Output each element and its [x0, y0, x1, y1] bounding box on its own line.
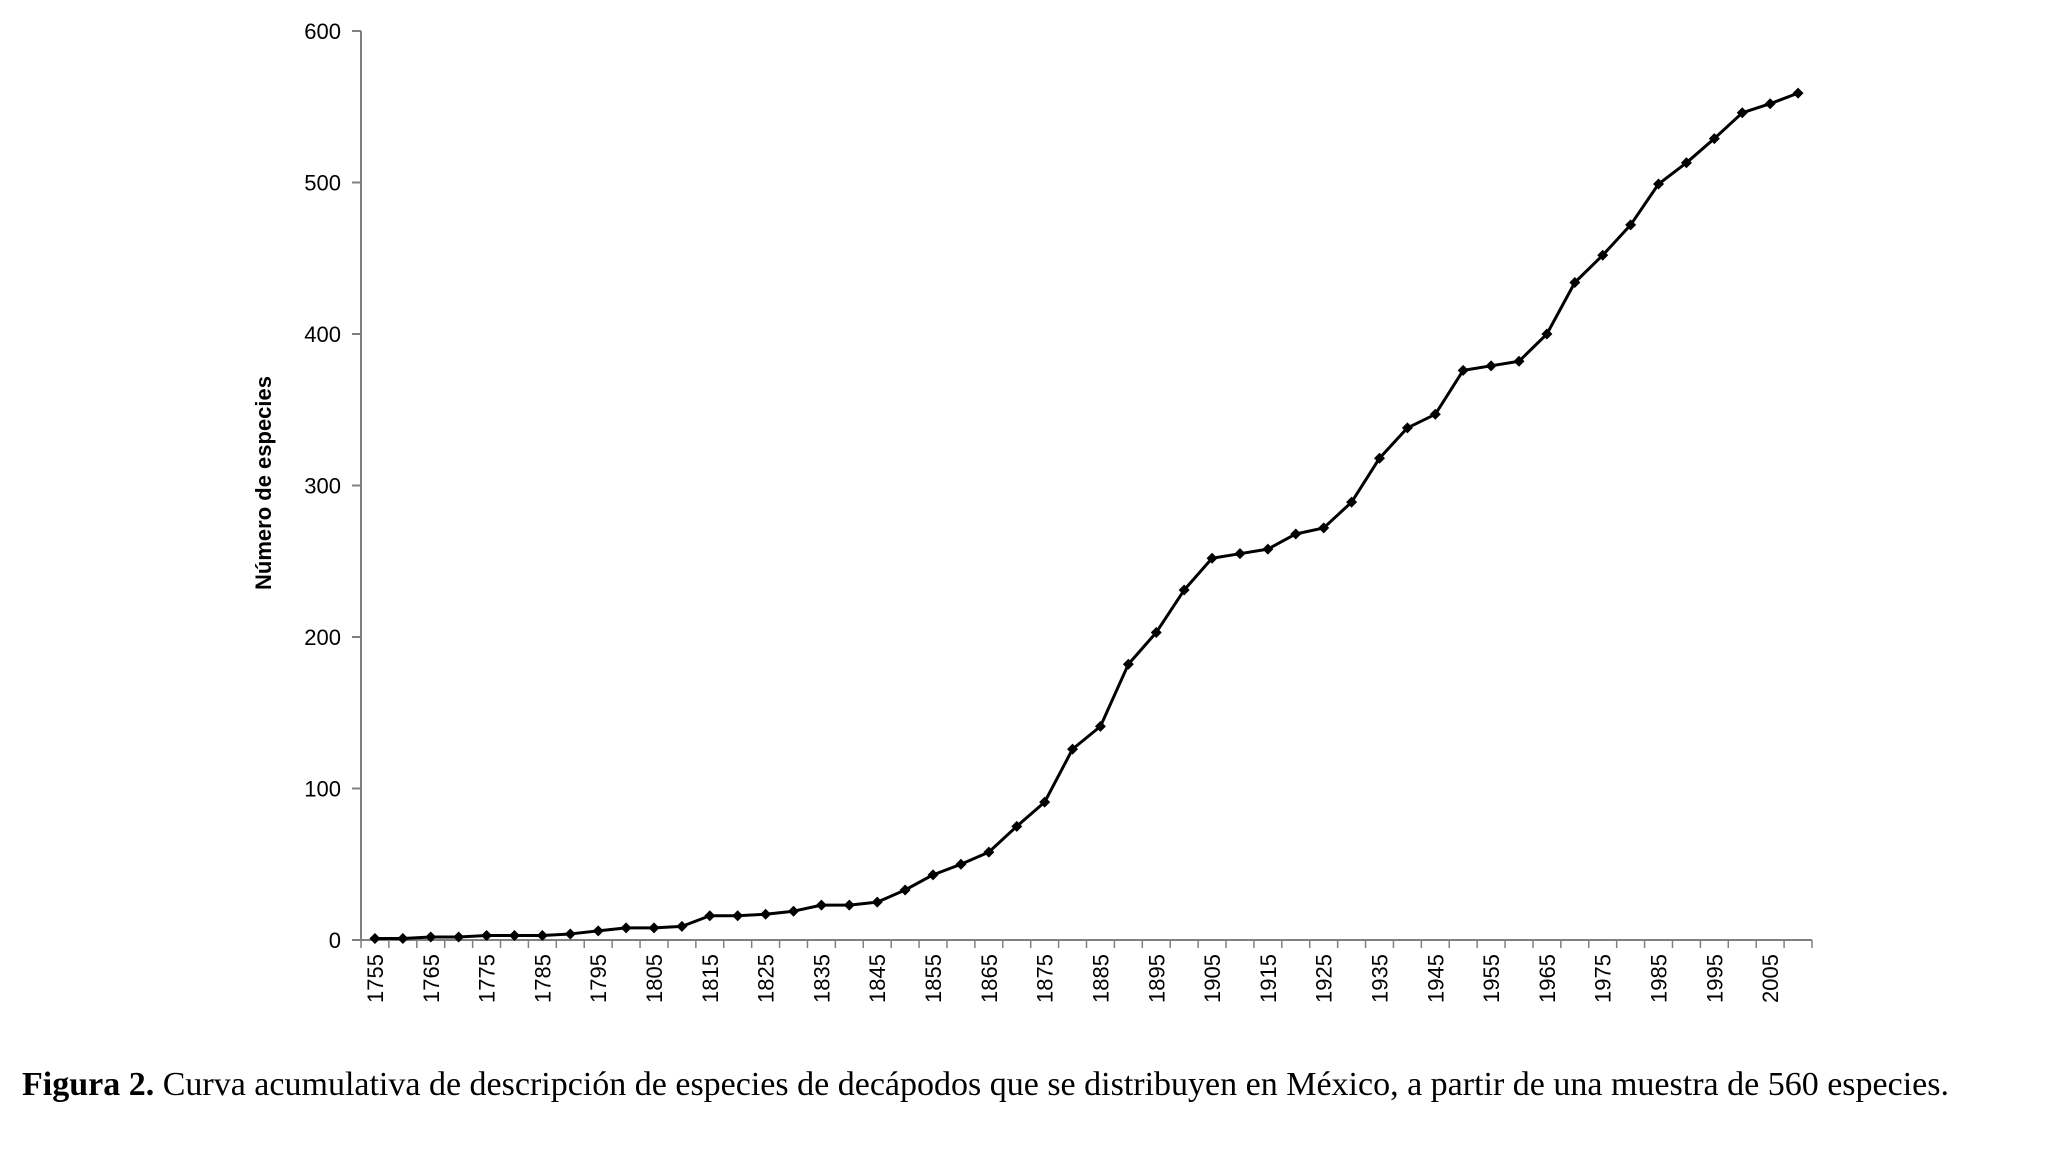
x-tick-label: 1785 [530, 954, 555, 1003]
figure-label: Figura 2. [22, 1066, 155, 1103]
data-point [620, 922, 632, 934]
x-tick-label: 1945 [1423, 954, 1448, 1003]
x-tick-label: 1935 [1367, 954, 1392, 1003]
data-point [927, 869, 939, 881]
data-point [1708, 133, 1720, 145]
data-point [1625, 219, 1637, 231]
data-point [1206, 552, 1218, 564]
x-tick-label: 1875 [1033, 954, 1058, 1003]
x-tick-label: 1915 [1256, 954, 1281, 1003]
data-point [564, 928, 576, 940]
data-point [1122, 658, 1134, 670]
data-point [1597, 249, 1609, 261]
data-point [983, 846, 995, 858]
data-point [1373, 452, 1385, 464]
series-line [374, 91, 1799, 940]
data-point [1680, 157, 1692, 169]
x-tick-label: 1995 [1702, 954, 1727, 1003]
data-point [1485, 360, 1497, 372]
data-point [1764, 98, 1776, 110]
data-point [1234, 548, 1246, 560]
y-tick-label: 200 [304, 625, 341, 650]
x-axis: 1755 1765 1775 1785 1795 1805 1815 1825 1835 1845… [360, 939, 1813, 1003]
data-point [899, 884, 911, 896]
data-point [508, 929, 520, 941]
x-tick-label: 1815 [698, 954, 723, 1003]
data-point [704, 910, 716, 922]
data-point [592, 925, 604, 937]
x-tick-label: 1955 [1479, 954, 1504, 1003]
data-point [1457, 364, 1469, 376]
x-tick-label: 1765 [419, 954, 444, 1003]
data-point [453, 931, 465, 943]
data-point [760, 908, 772, 920]
x-tick-label: 2005 [1758, 954, 1783, 1003]
data-point [1318, 522, 1330, 534]
data-point [732, 910, 744, 922]
data-point [536, 929, 548, 941]
data-point [1011, 820, 1023, 832]
x-tick-label: 1845 [865, 954, 890, 1003]
y-tick-label: 400 [304, 322, 341, 347]
x-tick-label: 1795 [586, 954, 611, 1003]
x-tick-label: 1885 [1088, 954, 1113, 1003]
x-tick-label: 1835 [809, 954, 834, 1003]
data-point [1513, 355, 1525, 367]
x-tick-label: 1805 [642, 954, 667, 1003]
y-tick-label: 500 [304, 171, 341, 196]
data-point [1401, 422, 1413, 434]
data-point [1346, 496, 1358, 508]
data-point [1067, 743, 1079, 755]
data-point [369, 932, 381, 944]
data-point [871, 896, 883, 908]
data-point [1541, 328, 1553, 340]
data-point [1792, 87, 1804, 99]
x-tick-label: 1985 [1647, 954, 1672, 1003]
x-tick-label: 1775 [475, 954, 500, 1003]
data-point [648, 922, 660, 934]
data-point [843, 899, 855, 911]
data-point [1569, 276, 1581, 288]
series-layer [369, 87, 1804, 944]
caption-text: Curva acumulativa de descripción de espe… [154, 1066, 1949, 1103]
y-tick-label: 300 [304, 474, 341, 499]
data-point [1150, 626, 1162, 638]
data-point [425, 931, 437, 943]
data-point [676, 920, 688, 932]
data-point [397, 932, 409, 944]
data-point [1039, 796, 1051, 808]
data-point [1653, 178, 1665, 190]
y-tick-label: 600 [304, 19, 341, 44]
data-point [1429, 408, 1441, 420]
data-point [1178, 584, 1190, 596]
data-point [1736, 107, 1748, 119]
x-tick-label: 1825 [754, 954, 779, 1003]
data-point [1094, 720, 1106, 732]
data-point [955, 858, 967, 870]
figure-caption: Figura 2. Curva acumulativa de descripci… [22, 1065, 2032, 1105]
x-tick-label: 1965 [1535, 954, 1560, 1003]
y-axis-title: Número de especies [251, 376, 276, 590]
x-tick-label: 1925 [1312, 954, 1337, 1003]
data-point [788, 905, 800, 917]
x-tick-label: 1755 [363, 954, 388, 1003]
y-tick-label: 100 [304, 777, 341, 802]
x-tick-label: 1895 [1144, 954, 1169, 1003]
x-tick-label: 1975 [1591, 954, 1616, 1003]
y-axis: 0 100 200 300 400 500 600 [304, 19, 362, 953]
x-tick-label: 1855 [921, 954, 946, 1003]
y-tick-label: 0 [329, 928, 341, 953]
data-point [1290, 528, 1302, 540]
data-point [815, 899, 827, 911]
data-point [1262, 543, 1274, 555]
x-tick-label: 1865 [977, 954, 1002, 1003]
x-tick-label: 1905 [1200, 954, 1225, 1003]
data-point [481, 929, 493, 941]
